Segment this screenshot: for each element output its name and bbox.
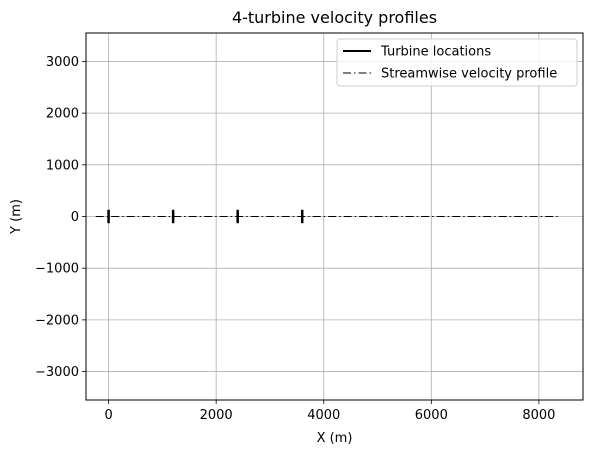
- x-axis-ticks: 0 2000 4000 6000 8000: [104, 400, 555, 423]
- chart-title: 4-turbine velocity profiles: [232, 8, 437, 27]
- legend-box: [336, 38, 578, 87]
- y-axis-ticks: 3000 2000 1000 0 −1000 −2000 −3000: [35, 55, 86, 380]
- y-axis-label: Y (m): [9, 199, 24, 235]
- x-tick-label: 0: [104, 408, 112, 423]
- y-tick-label: 1000: [46, 158, 79, 173]
- y-tick-label: 0: [71, 210, 79, 225]
- y-tick-label: 3000: [46, 55, 79, 70]
- series-layer: [95, 209, 561, 224]
- legend-label-turbine-locations: Turbine locations: [380, 45, 491, 60]
- legend-label-streamwise-velocity-profile: Streamwise velocity profile: [381, 67, 557, 82]
- y-tick-label: −3000: [35, 365, 79, 380]
- x-tick-label: 6000: [415, 408, 448, 423]
- x-tick-label: 4000: [307, 408, 340, 423]
- x-tick-label: 2000: [200, 408, 233, 423]
- legend: Turbine locations Streamwise velocity pr…: [336, 38, 578, 87]
- x-tick-label: 8000: [522, 408, 555, 423]
- y-tick-label: −2000: [35, 313, 79, 328]
- y-tick-label: 2000: [46, 107, 79, 122]
- x-axis-label: X (m): [317, 431, 353, 446]
- y-tick-label: −1000: [35, 262, 79, 277]
